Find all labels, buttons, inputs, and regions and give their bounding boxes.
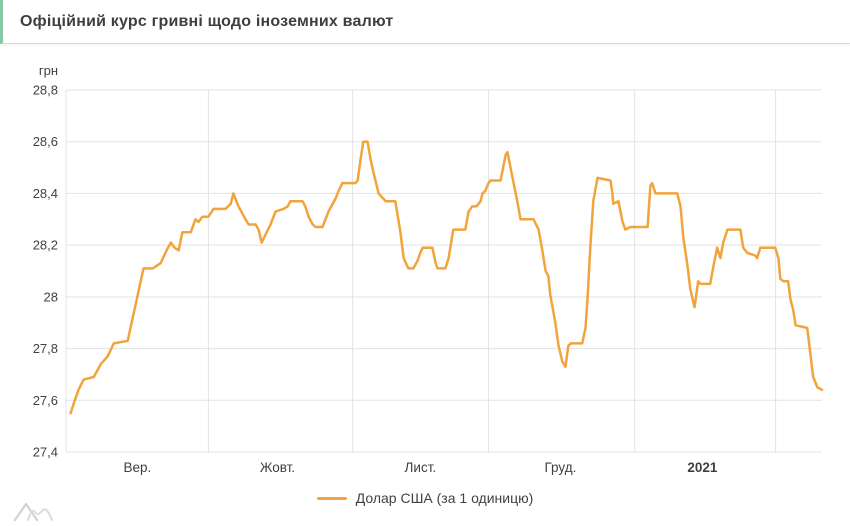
chart-legend[interactable]: Долар США (за 1 одиницю): [0, 488, 850, 508]
x-tick-label: Груд.: [544, 460, 576, 475]
y-tick-label: 28,6: [33, 134, 58, 149]
y-tick-label: 27,6: [33, 393, 58, 408]
x-tick-label: 2021: [687, 460, 718, 475]
y-tick-label: 28: [44, 289, 58, 304]
x-tick-label: Вер.: [124, 460, 152, 475]
legend-label: Долар США (за 1 одиницю): [355, 490, 534, 506]
usd-rate-series-line[interactable]: [69, 140, 824, 415]
y-axis-unit-label: грн: [39, 63, 58, 78]
x-tick-label: Жовт.: [260, 460, 295, 475]
widget-header: Офіційний курс гривні щодо іноземних вал…: [0, 0, 850, 44]
chart-area: 28,8 28,6 28,4 28,2 28 27,8 27,6 27,4 грн Вер. Жов…: [0, 44, 850, 526]
y-tick-label: 27,8: [33, 341, 58, 356]
legend-line-swatch: [316, 496, 347, 500]
y-tick-label: 28,2: [33, 238, 58, 253]
x-tick-label: Лист.: [405, 460, 437, 475]
y-tick-label: 28,8: [33, 83, 58, 98]
usd-rate-line-chart[interactable]: 28,8 28,6 28,4 28,2 28 27,8 27,6 27,4 грн Вер. Жов…: [0, 44, 850, 526]
widget-title: Офіційний курс гривні щодо іноземних вал…: [20, 12, 394, 30]
y-tick-label: 27,4: [33, 445, 58, 460]
amcharts-logo-icon[interactable]: [13, 500, 55, 522]
y-tick-label: 28,4: [33, 186, 58, 201]
